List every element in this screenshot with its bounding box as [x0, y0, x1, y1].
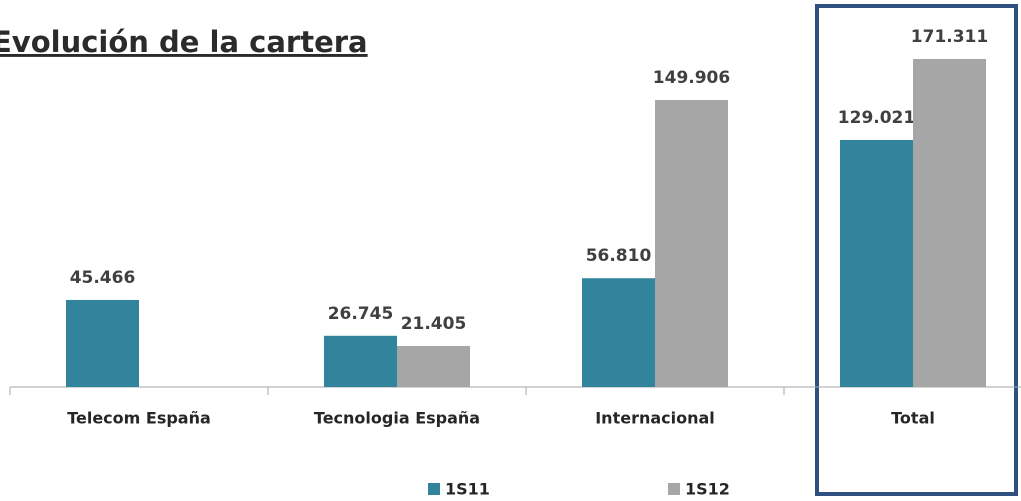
legend-label: 1S11: [445, 480, 490, 499]
value-label: 149.906: [653, 68, 730, 88]
value-label: 45.466: [70, 268, 136, 288]
value-label: 129.021: [838, 108, 915, 128]
highlight-box: [815, 4, 1018, 496]
x-tick-label: Total: [891, 409, 935, 428]
x-tick-label: Internacional: [595, 409, 715, 428]
value-label: 26.745: [328, 304, 394, 324]
legend-swatch: [668, 483, 680, 495]
bar: [324, 335, 397, 387]
bar: [840, 139, 913, 387]
x-tick-label: Telecom España: [67, 409, 211, 428]
legend-swatch: [428, 483, 440, 495]
value-label: 171.311: [911, 27, 988, 47]
bar: [397, 346, 470, 387]
x-tick-label: Tecnologia España: [314, 409, 480, 428]
bar: [913, 59, 986, 387]
value-label: 56.810: [586, 246, 652, 266]
legend-label: 1S12: [685, 480, 730, 499]
value-label: 21.405: [401, 314, 467, 334]
chart-title: Evolución de la cartera: [0, 25, 368, 59]
bar: [66, 299, 139, 387]
bar: [655, 99, 728, 388]
bar: [582, 278, 655, 387]
